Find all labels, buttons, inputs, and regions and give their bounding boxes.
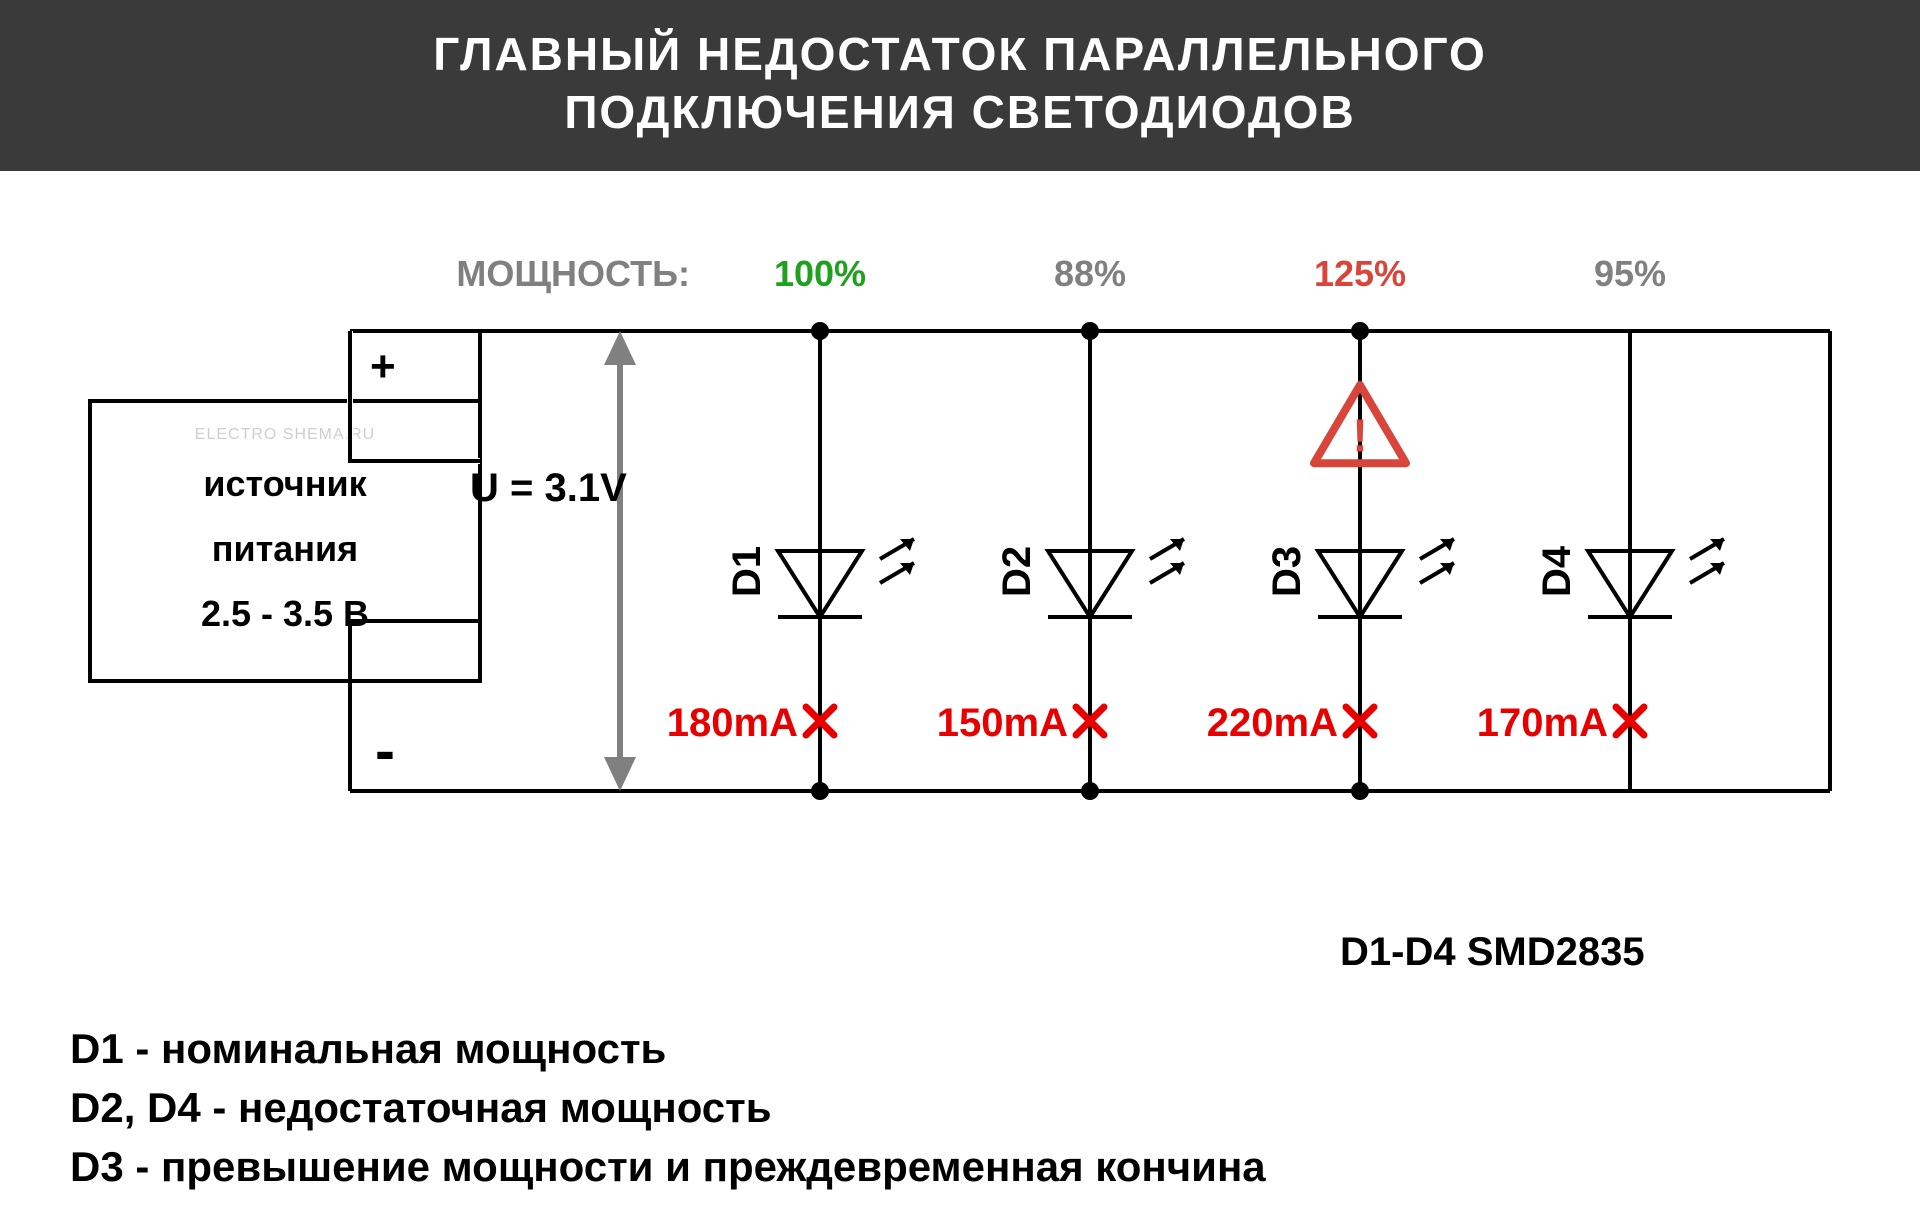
svg-text:питания: питания — [212, 528, 358, 569]
svg-text:125%: 125% — [1314, 253, 1406, 294]
svg-text:D2: D2 — [995, 546, 1039, 597]
svg-text:88%: 88% — [1054, 253, 1126, 294]
svg-text:170mA: 170mA — [1477, 701, 1608, 745]
svg-text:95%: 95% — [1594, 253, 1666, 294]
svg-text:D3: D3 — [1265, 546, 1309, 597]
legend: D1 - номинальная мощность D2, D4 - недос… — [70, 1020, 1266, 1196]
title-bar: ГЛАВНЫЙ НЕДОСТАТОК ПАРАЛЛЕЛЬНОГО ПОДКЛЮЧ… — [0, 0, 1920, 171]
svg-text:180mA: 180mA — [667, 701, 798, 745]
svg-text:D1: D1 — [725, 546, 769, 597]
svg-text:220mA: 220mA — [1207, 701, 1338, 745]
svg-text:U = 3.1V: U = 3.1V — [470, 466, 627, 510]
circuit-diagram: источникпитания2.5 - 3.5 ВELECTRO SHEMA.… — [0, 171, 1920, 931]
svg-text:МОЩНОСТЬ:: МОЩНОСТЬ: — [456, 253, 690, 294]
smd-caption: D1-D4 SMD2835 — [1340, 930, 1645, 975]
svg-text:источник: источник — [203, 463, 367, 504]
legend-d1: D1 - номинальная мощность — [70, 1020, 1266, 1079]
svg-text:100%: 100% — [774, 253, 866, 294]
svg-text:+: + — [370, 342, 396, 391]
svg-text:2.5 - 3.5 В: 2.5 - 3.5 В — [201, 593, 369, 634]
svg-text:!: ! — [1352, 410, 1367, 462]
legend-d2d4: D2, D4 - недостаточная мощность — [70, 1079, 1266, 1138]
svg-text:150mA: 150mA — [937, 701, 1068, 745]
svg-text:-: - — [375, 717, 395, 784]
title-line-1: ГЛАВНЫЙ НЕДОСТАТОК ПАРАЛЛЕЛЬНОГО — [0, 26, 1920, 84]
svg-text:D4: D4 — [1535, 545, 1579, 597]
title-line-2: ПОДКЛЮЧЕНИЯ СВЕТОДИОДОВ — [0, 84, 1920, 142]
legend-d3: D3 - превышение мощности и преждевременн… — [70, 1138, 1266, 1197]
